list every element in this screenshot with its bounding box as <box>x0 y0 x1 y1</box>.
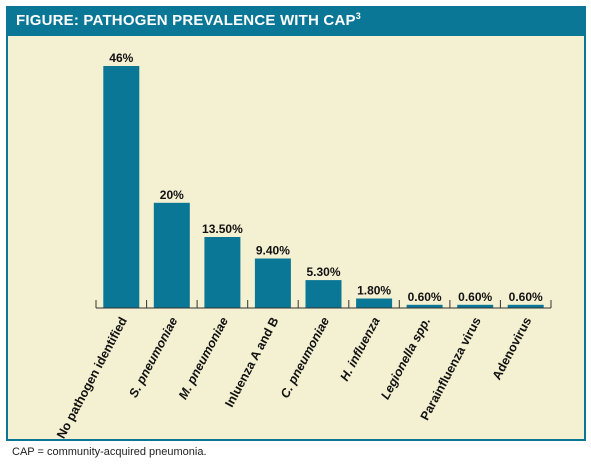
bar <box>406 304 443 308</box>
bar <box>254 258 291 308</box>
bar-value-label: 5.30% <box>306 265 340 279</box>
bar <box>305 280 342 308</box>
bar-value-label: 0.60% <box>509 290 543 304</box>
bar-value-label: 0.60% <box>458 290 492 304</box>
x-axis-category-label: S. pneumoniae <box>126 315 180 400</box>
bar <box>507 304 544 308</box>
footnote: CAP = community-acquired pneumonia. <box>12 446 207 458</box>
x-axis-category-label: No pathogen identified <box>54 315 130 441</box>
bar <box>356 298 393 308</box>
bar-value-label: 13.50% <box>202 222 243 236</box>
bar <box>204 237 241 308</box>
bar-value-label: 20% <box>160 188 184 202</box>
x-axis-category-label: H. influenza <box>337 315 382 384</box>
bar <box>103 66 140 308</box>
x-axis-category-label: Adenovirus <box>490 315 535 382</box>
figure-title: FIGURE: PATHOGEN PREVALENCE WITH CAP <box>16 12 356 29</box>
x-axis-category-label: Inluenza A and B <box>222 315 281 410</box>
bar-value-label: 46% <box>109 51 133 65</box>
bar-value-label: 1.80% <box>357 284 391 298</box>
chart-panel <box>6 36 586 441</box>
bar <box>457 304 494 308</box>
bar <box>153 202 190 308</box>
figure-header: FIGURE: PATHOGEN PREVALENCE WITH CAP3 <box>6 6 586 36</box>
x-axis-category-label: M. pneumoniae <box>176 315 231 402</box>
x-axis-category-label: C. pneumoniae <box>278 315 332 401</box>
bar-value-label: 0.60% <box>408 290 442 304</box>
x-axis-category-label: Legionella spp. <box>378 315 433 402</box>
figure-title-superscript: 3 <box>355 11 361 21</box>
bar-value-label: 9.40% <box>256 244 290 258</box>
